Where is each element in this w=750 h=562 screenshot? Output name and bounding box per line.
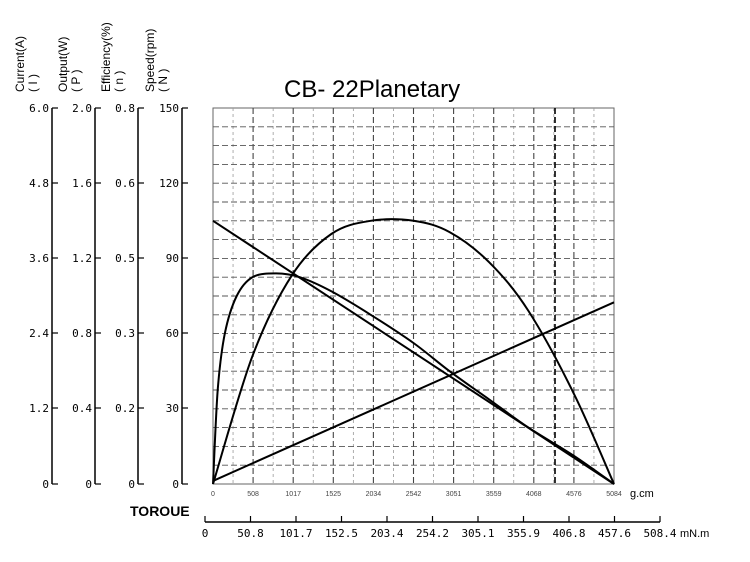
speed-axis-symbol: ( N ) — [156, 69, 170, 92]
mnm-tick-label: 305.1 — [461, 527, 494, 540]
speed-tick-label: 90 — [166, 252, 179, 265]
performance-curves — [212, 218, 615, 485]
torque-mnm-axis: 0 50.8 101.7 152.5 203.4 254.2 305.1 355.9 406.8… — [202, 516, 709, 540]
efficiency-tick-label: 0.8 — [115, 102, 135, 115]
gcm-tick-label: 2034 — [366, 491, 382, 498]
efficiency-tick-label: 0.6 — [115, 177, 135, 190]
speed-tick-label: 30 — [166, 402, 179, 415]
current-tick-label: 2.4 — [29, 327, 49, 340]
mnm-tick-label: 508.4 — [643, 527, 676, 540]
mnm-tick-label: 355.9 — [507, 527, 540, 540]
torque-label: TOROUE — [130, 503, 190, 519]
left-axes: 6.0 4.8 3.6 2.4 1.2 0 Current(A)( I ) 2.0 1.6 1.2… — [13, 22, 188, 491]
current-curve — [212, 301, 615, 482]
speed-tick-label: 120 — [159, 177, 179, 190]
gcm-tick-label: 4576 — [566, 491, 582, 498]
gcm-tick-label: 1017 — [285, 491, 301, 498]
mnm-tick-label: 152.5 — [325, 527, 358, 540]
current-tick-label: 4.8 — [29, 177, 49, 190]
speed-tick-label: 60 — [166, 327, 179, 340]
gcm-tick-label: 3051 — [446, 491, 462, 498]
speed-tick-label: 0 — [172, 478, 179, 491]
mnm-tick-label: 203.4 — [370, 527, 403, 540]
torque-gcm-axis: 0 508 1017 1525 2034 2542 3051 3559 4068 4576 5084… — [211, 488, 654, 500]
gcm-tick-label: 1525 — [326, 491, 342, 498]
output-axis-symbol: ( P ) — [69, 70, 83, 92]
efficiency-tick-label: 0.5 — [115, 252, 135, 265]
output-tick-label: 1.6 — [72, 177, 92, 190]
gcm-tick-label: 0 — [211, 491, 215, 498]
mnm-tick-label: 457.6 — [598, 527, 631, 540]
current-tick-label: 3.6 — [29, 252, 49, 265]
current-axis-symbol: ( I ) — [26, 74, 40, 92]
output-tick-label: 2.0 — [72, 102, 92, 115]
output-tick-label: 1.2 — [72, 252, 92, 265]
efficiency-tick-label: 0 — [128, 478, 135, 491]
mnm-unit: mN.m — [680, 528, 709, 540]
output-tick-label: 0.8 — [72, 327, 92, 340]
mnm-tick-label: 101.7 — [279, 527, 312, 540]
efficiency-axis-symbol: ( n ) — [112, 71, 126, 92]
current-axis-title: Current(A) — [13, 36, 27, 92]
output-curve — [212, 218, 615, 485]
gcm-tick-label: 2542 — [406, 491, 422, 498]
output-tick-label: 0 — [85, 478, 92, 491]
mnm-tick-label: 0 — [202, 527, 209, 540]
gcm-unit: g.cm — [630, 488, 654, 500]
output-tick-label: 0.4 — [72, 402, 92, 415]
efficiency-axis-title: Efficiency(%) — [99, 22, 113, 92]
efficiency-tick-label: 0.2 — [115, 402, 135, 415]
current-tick-label: 0 — [42, 478, 49, 491]
output-axis-title: Output(W) — [56, 37, 70, 92]
mnm-tick-label: 50.8 — [237, 527, 264, 540]
gcm-tick-label: 4068 — [526, 491, 542, 498]
gcm-tick-label: 3559 — [486, 491, 502, 498]
gcm-tick-label: 5084 — [606, 491, 622, 498]
speed-tick-label: 150 — [159, 102, 179, 115]
plot-grid — [213, 108, 614, 484]
mnm-tick-label: 406.8 — [552, 527, 585, 540]
efficiency-tick-label: 0.3 — [115, 327, 135, 340]
speed-axis-title: Speed(rpm) — [143, 29, 157, 92]
gcm-tick-label: 508 — [247, 491, 259, 498]
current-tick-label: 6.0 — [29, 102, 49, 115]
current-tick-label: 1.2 — [29, 402, 49, 415]
mnm-tick-label: 254.2 — [416, 527, 449, 540]
chart-title: CB- 22Planetary — [284, 76, 460, 103]
efficiency-curve — [212, 272, 615, 485]
